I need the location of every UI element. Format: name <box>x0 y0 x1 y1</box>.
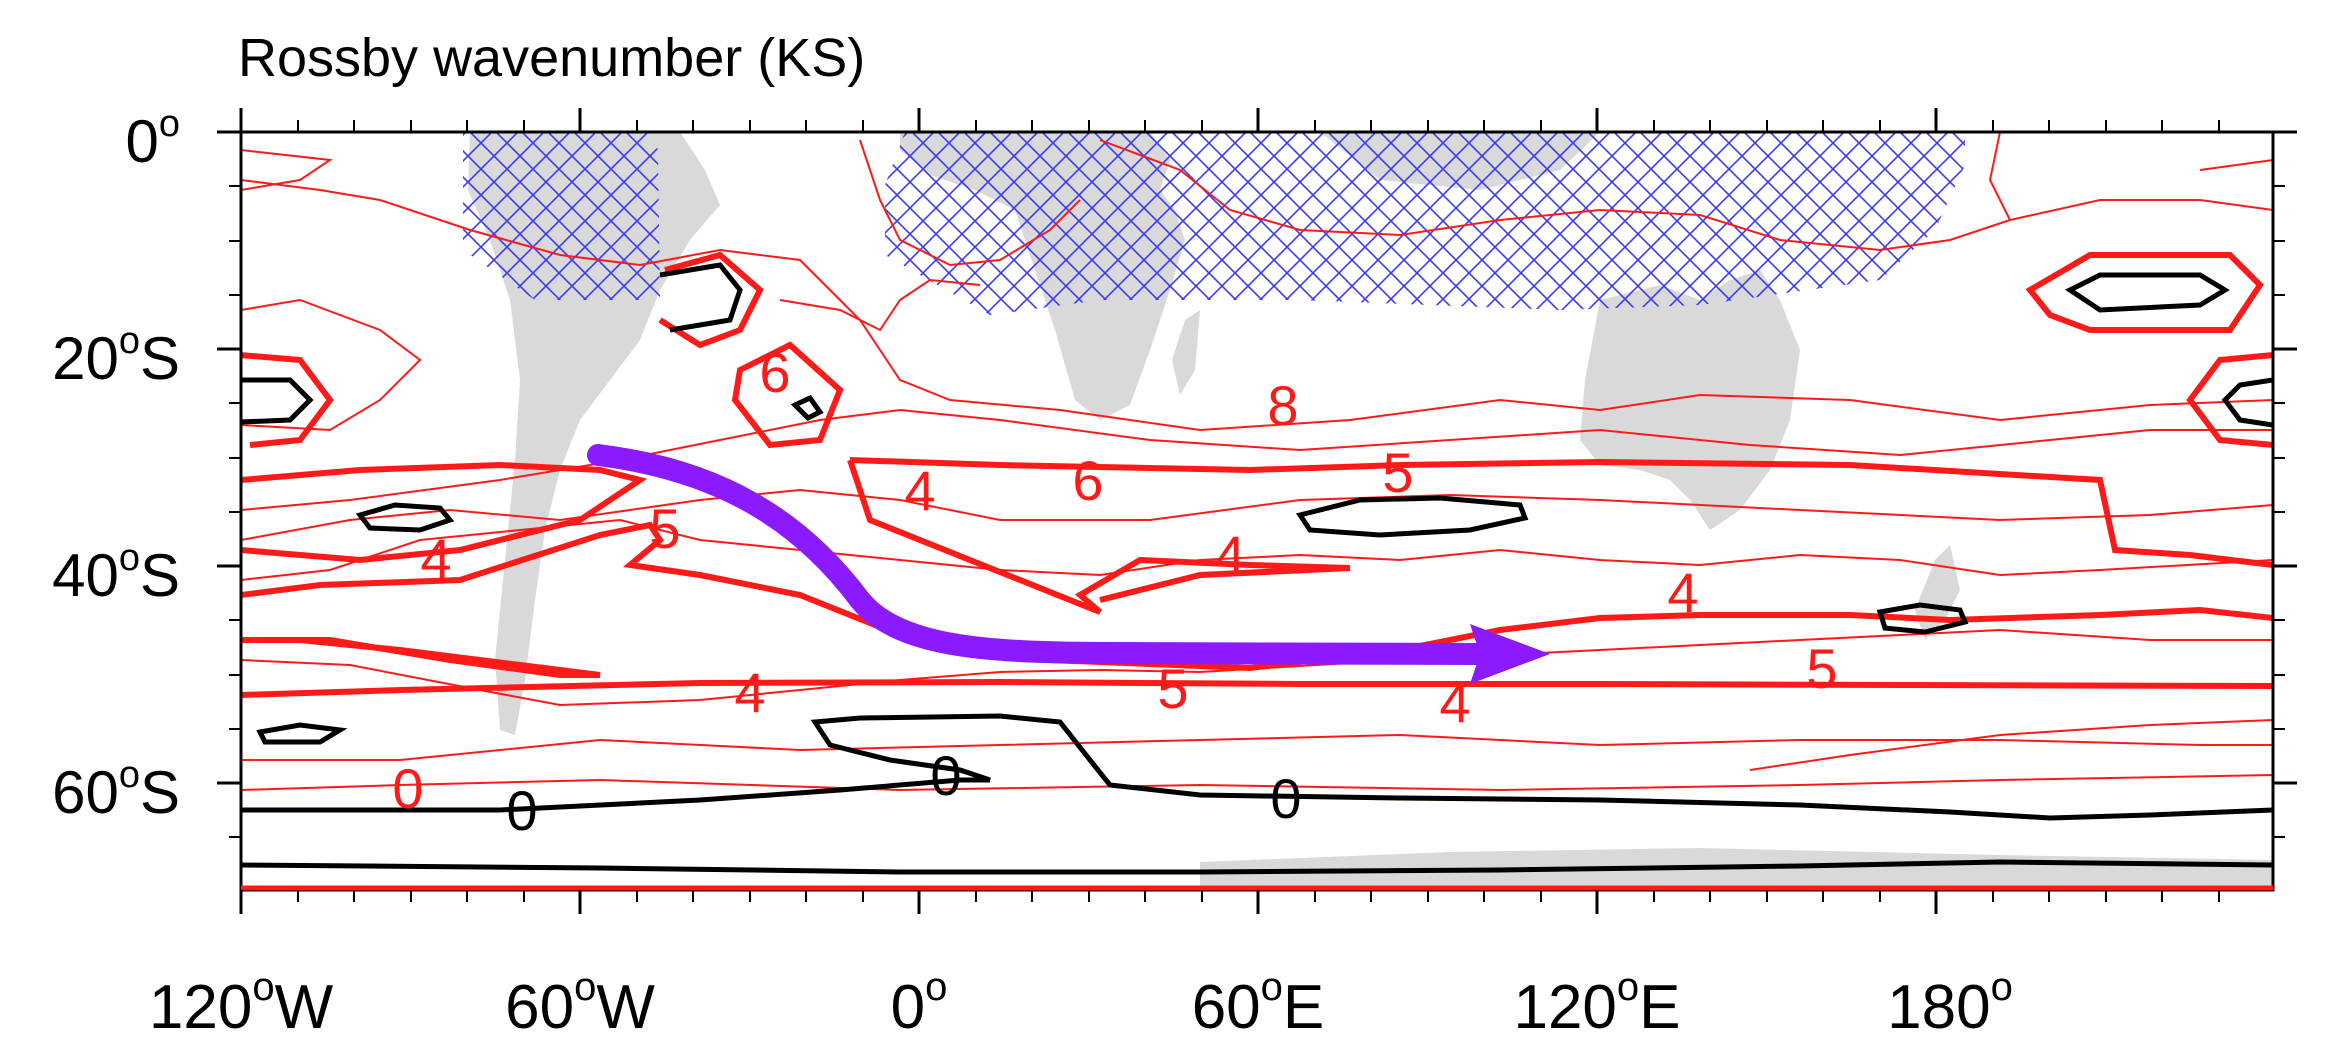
madagascar-land <box>1172 310 1200 395</box>
contour-label: 4 <box>1214 524 1245 587</box>
contour-label: 0 <box>506 779 537 842</box>
zero-contour <box>1295 495 1529 538</box>
hatch-region-africa-indian-ocean <box>885 132 1965 315</box>
map-title: Rossby wavenumber (KS) <box>238 28 865 88</box>
contour-line <box>241 488 2273 541</box>
zero-contour <box>355 502 455 533</box>
contour-line <box>731 341 844 449</box>
zero-contour <box>241 859 2273 875</box>
zero-contour <box>256 722 348 745</box>
contour-line <box>241 774 2273 792</box>
contour-label: 4 <box>1667 561 1698 624</box>
contour-line <box>847 459 1351 615</box>
australia-land <box>1580 270 1800 530</box>
contour-label: 6 <box>759 341 790 404</box>
contour-line <box>849 457 2273 568</box>
axis-ticks <box>217 108 2297 914</box>
contour-line <box>241 352 334 448</box>
contour-label: 0 <box>930 744 961 807</box>
contour-line <box>241 149 333 191</box>
contour-line <box>241 637 601 678</box>
lon-label-0: 0o <box>891 965 948 1042</box>
contour-line <box>241 179 2273 432</box>
contour-line <box>2186 352 2273 448</box>
contour-label: 0 <box>1270 767 1301 830</box>
lon-label-120e: 120oE <box>1513 965 1680 1042</box>
arrow-shaft <box>587 444 1491 665</box>
contour-labels: 6 8 6 5 4 5 4 4 4 5 5 4 4 0 0 0 0 <box>392 341 1837 842</box>
lat-label-0: 0o <box>125 103 180 175</box>
contour-label: 5 <box>1806 637 1837 700</box>
contour-line <box>241 678 2273 698</box>
contour-line <box>241 408 2273 511</box>
contour-label: 6 <box>1072 449 1103 512</box>
zero-contour <box>659 262 743 333</box>
black-contours <box>241 262 2273 875</box>
contour-label: 0 <box>392 757 423 820</box>
wave-path-arrow <box>587 444 1550 684</box>
arrow-head <box>1470 624 1550 684</box>
lat-label-40s: 40oS <box>52 537 180 609</box>
contour-line <box>1749 719 2273 771</box>
contour-line <box>241 518 2273 581</box>
contour-label: 4 <box>904 459 935 522</box>
contour-label: 4 <box>1439 671 1470 734</box>
zero-contour <box>241 377 314 425</box>
zero-contour <box>2065 272 2230 313</box>
contour-line <box>2199 159 2273 171</box>
contour-label: 5 <box>649 497 680 560</box>
contour-label: 8 <box>1267 374 1298 437</box>
zero-contour <box>1876 602 1969 635</box>
zero-contour <box>2221 377 2273 428</box>
contour-line <box>1988 132 2011 221</box>
contour-line <box>241 628 2273 707</box>
contour-line <box>859 139 1081 267</box>
lon-label-180: 180o <box>1887 965 2013 1042</box>
lat-label-60s: 60oS <box>52 754 180 826</box>
contour-line <box>658 251 764 349</box>
hatched-regions <box>463 132 1965 315</box>
contour-label: 4 <box>420 527 451 590</box>
lon-label-60e: 60oE <box>1192 965 1325 1042</box>
contour-line <box>2025 252 2264 333</box>
contour-label: 5 <box>1157 657 1188 720</box>
contour-line <box>241 461 648 564</box>
contour-line <box>779 278 981 332</box>
contour-label: 5 <box>1382 441 1413 504</box>
hatch-region-south-america <box>463 132 660 300</box>
zero-contour <box>790 394 824 422</box>
lon-label-120w: 120oW <box>149 965 334 1042</box>
contour-line <box>241 298 422 432</box>
zero-contour <box>241 713 2273 821</box>
contour-line <box>1099 139 2273 252</box>
latitude-labels: 0o 20oS 40oS 60oS <box>52 103 180 826</box>
contour-line <box>241 733 2273 761</box>
lat-label-20s: 20oS <box>52 320 180 392</box>
longitude-labels: 120oW 60oW 0o 60oE 120oE 180o <box>149 965 2013 1042</box>
contour-label: 4 <box>734 661 765 724</box>
lon-label-60w: 60oW <box>505 965 655 1042</box>
